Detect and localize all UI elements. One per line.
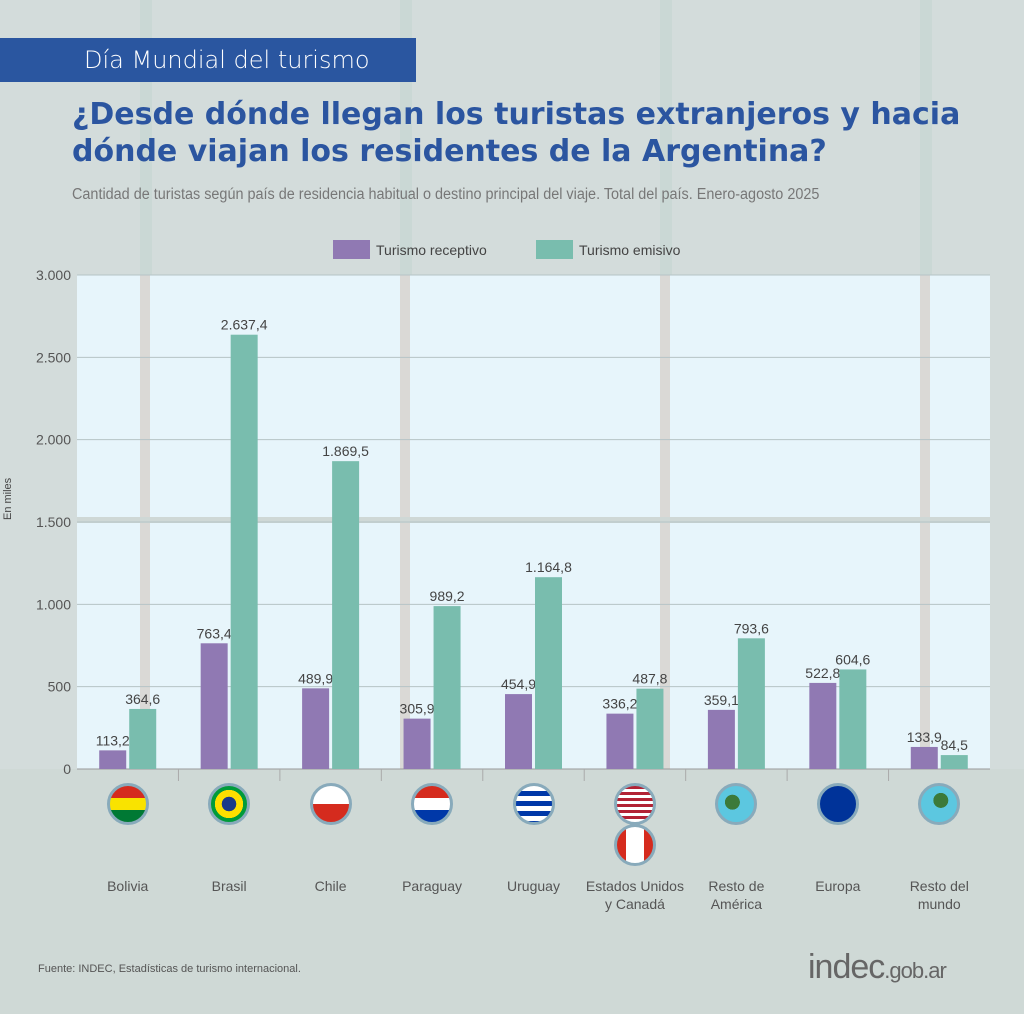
data-label: 454,9 [501, 676, 536, 692]
data-label: 364,6 [125, 691, 160, 707]
data-label: 489,9 [298, 670, 333, 686]
bar-receptivo [403, 718, 431, 769]
data-label: 1.869,5 [322, 443, 369, 459]
y-tick-label: 2.500 [36, 349, 71, 365]
bar-receptivo [505, 694, 532, 769]
y-tick-label: 3.000 [36, 267, 71, 283]
x-category-label-line: Europa [815, 878, 861, 894]
x-category-label-line: Uruguay [507, 878, 560, 894]
data-label: 305,9 [400, 701, 435, 717]
x-category-label: Resto del mundo [884, 877, 994, 913]
x-category-label: Europa [783, 877, 893, 895]
data-label: 522,8 [805, 665, 840, 681]
uruguay-flag-icon [512, 783, 555, 825]
canada-flag-icon [613, 824, 656, 866]
americas-globe-icon [715, 783, 758, 825]
legend-swatch-emisivo [536, 240, 573, 259]
x-category-label-line: mundo [917, 896, 961, 912]
x-category-label: Bolivia [73, 877, 183, 895]
data-label: 336,2 [602, 696, 637, 712]
x-category-label-line: América [710, 896, 763, 912]
y-tick-label: 1.000 [36, 596, 71, 612]
data-label: 487,8 [632, 671, 667, 687]
source-note: Fuente: INDEC, Estadísticas de turismo i… [38, 963, 301, 975]
bar-receptivo [606, 713, 634, 769]
data-label: 604,6 [835, 651, 870, 667]
data-label: 113,2 [96, 732, 130, 748]
bar-receptivo [707, 709, 735, 769]
x-category-label-line: Paraguay [402, 878, 463, 894]
x-category-label: Paraguay [377, 877, 487, 895]
logo-suffix: .gob.ar [884, 958, 946, 983]
data-label: 793,6 [734, 620, 769, 636]
data-label: 763,4 [197, 625, 232, 641]
bar-emisivo [839, 669, 867, 769]
y-tick-label: 500 [48, 679, 72, 695]
header-tag-text: Día Mundial del turismo [84, 46, 370, 74]
bar-emisivo [129, 708, 157, 769]
bolivia-flag-icon [106, 783, 149, 825]
bar-emisivo [940, 755, 968, 769]
world-globe-icon [918, 783, 961, 825]
y-tick-label: 2.000 [36, 432, 71, 448]
x-category-label-line: y Canadá [604, 896, 665, 912]
x-category-label: Estados Unidos y Canadá [580, 877, 690, 913]
data-label: 989,2 [430, 588, 465, 604]
bar-emisivo [636, 688, 664, 769]
x-category-label-line: Resto del [909, 878, 969, 894]
indec-logo: indec.gob.ar [808, 948, 947, 987]
bar-emisivo [332, 461, 360, 769]
title-line-1: ¿Desde dónde llegan los turistas extranj… [72, 97, 961, 132]
bar-receptivo [302, 688, 330, 769]
chile-flag-icon [309, 783, 352, 825]
bar-emisivo [535, 577, 562, 769]
y-tick-label: 1.500 [36, 514, 71, 530]
eu-flag-icon [816, 783, 859, 825]
chart-title: ¿Desde dónde llegan los turistas extranj… [72, 96, 972, 170]
x-category-label-line: Brasil [211, 878, 247, 894]
x-category-label-line: Bolivia [107, 878, 149, 894]
window-transom [77, 517, 990, 523]
header-tag: Día Mundial del turismo [0, 38, 416, 82]
x-category-label: Uruguay [479, 877, 589, 895]
y-tick-label: 0 [63, 761, 71, 777]
legend-label-emisivo: Turismo emisivo [579, 241, 681, 258]
chart-subtitle: Cantidad de turistas según país de resid… [72, 186, 820, 203]
bar-receptivo [99, 750, 127, 769]
paraguay-flag-icon [411, 783, 454, 825]
bar-receptivo [910, 746, 938, 769]
data-label: 1.164,8 [525, 559, 572, 575]
x-category-label: Brasil [174, 877, 284, 895]
legend-label-receptivo: Turismo receptivo [376, 241, 487, 258]
x-category-label: Resto de América [681, 877, 791, 913]
bar-receptivo [200, 643, 228, 769]
x-category-label-line: Resto de [708, 878, 765, 894]
data-label: 133,9 [907, 729, 942, 745]
legend-item-emisivo: Turismo emisivo [536, 240, 680, 259]
title-line-2: dónde viajan los residentes de la Argent… [72, 134, 827, 169]
legend-item-receptivo: Turismo receptivo [333, 240, 487, 259]
bar-emisivo [230, 334, 258, 769]
x-category-label-line: Estados Unidos [585, 878, 684, 894]
data-label: 359,1 [704, 692, 739, 708]
usa-canada-flags-icon [613, 783, 656, 825]
data-label: 84,5 [941, 737, 968, 753]
bar-receptivo [809, 682, 837, 769]
logo-main: indec [808, 948, 885, 986]
bar-emisivo [737, 638, 765, 769]
brazil-flag-icon [208, 783, 251, 825]
bar-emisivo [433, 606, 461, 769]
data-label: 2.637,4 [221, 317, 268, 333]
x-category-label: Chile [276, 877, 386, 895]
x-category-label-line: Chile [314, 878, 347, 894]
legend-swatch-receptivo [333, 240, 370, 259]
